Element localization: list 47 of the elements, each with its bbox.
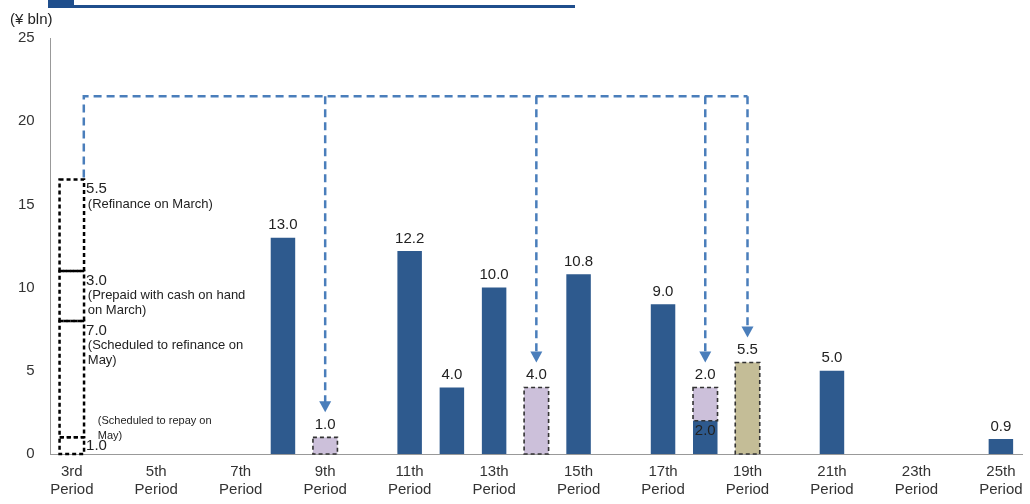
y-tick-label: 5 — [26, 360, 35, 378]
data-label: 7.0 — [86, 320, 107, 338]
y-tick-label: 0 — [26, 444, 35, 462]
data-label: 1.0 — [314, 415, 336, 432]
data-label: 3.0 — [86, 270, 107, 288]
data-label: 10.0 — [479, 265, 509, 283]
x-tick-label: 15th Period — [556, 462, 601, 498]
data-label: 9.0 — [652, 281, 674, 299]
y-tick-label: 20 — [18, 111, 35, 129]
data-label: 12.2 — [395, 228, 425, 246]
x-tick-label: 21th Period — [810, 462, 854, 498]
annotation: (Scheduled to refinance on May) — [87, 336, 244, 367]
data-label: 5.5 — [737, 340, 758, 358]
y-tick-label: 10 — [18, 277, 35, 295]
data-label: 0.9 — [990, 416, 1012, 434]
data-label: 4.0 — [525, 365, 547, 383]
annotation: (Prepaid with cash on hand on March) — [87, 287, 246, 318]
data-label: 5.5 — [86, 179, 107, 197]
x-tick-label: 13th Period — [472, 462, 516, 498]
bar — [397, 250, 422, 454]
x-tick-label: 5th Period — [134, 462, 178, 498]
x-tick-label: 11th Period — [387, 462, 432, 498]
bar — [650, 304, 676, 454]
annotation: (Refinance on March) — [87, 195, 213, 211]
y-tick-label: 15 — [18, 194, 35, 212]
x-tick-label: 25th Period — [979, 462, 1023, 498]
bar — [988, 439, 1014, 454]
data-label: 5.0 — [821, 348, 843, 366]
x-tick-label: 17th Period — [641, 462, 685, 498]
y-tick-label: 25 — [18, 28, 35, 46]
x-tick-label: 3rd Period — [50, 462, 94, 498]
data-label: 2.0 — [694, 421, 716, 439]
data-label: 13.0 — [268, 215, 298, 233]
data-label: 2.0 — [694, 365, 716, 383]
bar — [270, 237, 296, 454]
data-label: 4.0 — [441, 365, 463, 383]
x-tick-label: 7th Period — [219, 462, 263, 498]
x-tick-label: 9th Period — [303, 462, 347, 498]
y-axis-title: (¥ bln) — [10, 9, 53, 27]
annotation: (Scheduled to repay on May) — [97, 413, 212, 441]
x-tick-label: 23th Period — [894, 462, 939, 498]
bar — [566, 274, 591, 454]
x-tick-label: 19th Period — [725, 462, 770, 498]
bar — [819, 370, 845, 454]
bar — [481, 287, 507, 454]
data-label: 10.8 — [563, 251, 594, 269]
bar — [439, 387, 465, 454]
